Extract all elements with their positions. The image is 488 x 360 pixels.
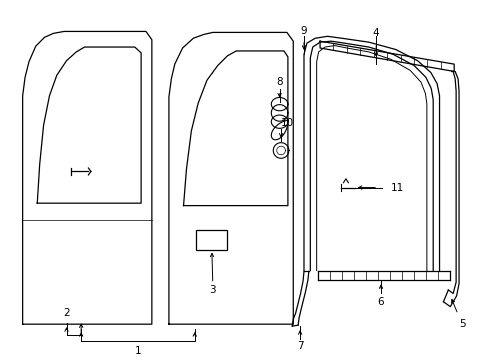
Text: 8: 8 — [276, 77, 283, 87]
Text: 7: 7 — [296, 341, 303, 351]
Text: 5: 5 — [459, 319, 466, 329]
Text: 9: 9 — [300, 26, 306, 36]
Text: 3: 3 — [209, 285, 216, 295]
Bar — [195, 230, 227, 249]
Text: 6: 6 — [377, 297, 384, 307]
Text: 10: 10 — [280, 118, 293, 128]
Text: 1: 1 — [135, 346, 141, 356]
Text: 4: 4 — [372, 28, 379, 39]
Text: 2: 2 — [63, 308, 70, 318]
Text: 11: 11 — [390, 183, 403, 193]
